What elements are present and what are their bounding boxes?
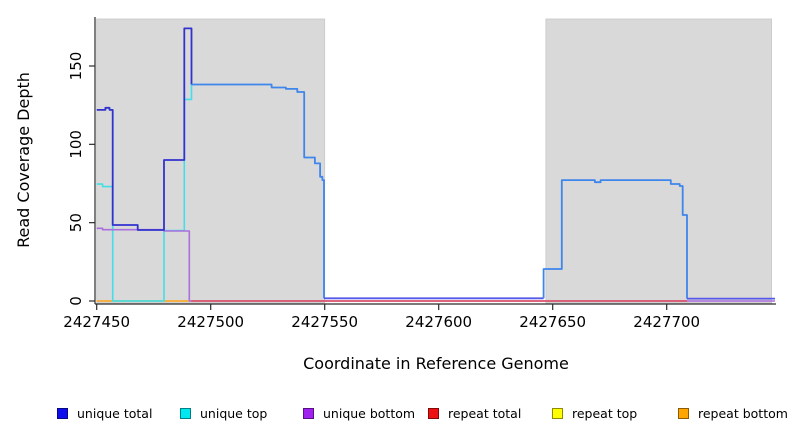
legend-item-unique-bottom: unique bottom [303,403,415,423]
legend-swatch-repeat-top [552,407,563,419]
series-unique-top [96,84,193,302]
y-axis-tick-label: 100 [67,130,85,159]
y-axis-tick-label: 150 [67,52,85,81]
legend-label: repeat total [448,405,522,421]
y-axis-tick-label: 0 [67,296,85,306]
series-unique-total-left [96,27,193,231]
legend: unique total unique top unique bottom repea… [0,398,792,424]
legend-label: unique total [77,405,153,421]
legend-label: repeat bottom [698,405,788,421]
legend-swatch-unique-total [57,407,68,419]
x-axis-tick-label: 2427450 [63,313,130,331]
shaded-region-2 [545,18,772,304]
legend-label: unique bottom [323,405,416,421]
x-axis-tick-label: 2427500 [177,313,244,331]
legend-swatch-unique-top [180,407,191,419]
shaded-regions [96,18,772,304]
legend-item-unique-total: unique total [57,403,152,423]
x-axis-tick-label: 2427700 [633,313,700,331]
x-axis-tick-label: 2427650 [519,313,586,331]
legend-swatch-repeat-total [428,407,439,419]
series-unique-total-plateau1 [191,83,325,299]
legend-item-repeat-total: repeat total [428,403,521,423]
x-axis-tick-label: 2427600 [405,313,472,331]
series-lines [96,27,775,302]
legend-item-repeat-bottom: repeat bottom [678,403,788,423]
legend-item-unique-top: unique top [180,403,267,423]
legend-swatch-unique-bottom [303,407,314,419]
x-axis-tick-label: 2427550 [291,313,358,331]
x-axis-title: Coordinate in Reference Genome [303,354,569,373]
legend-label: unique top [200,405,268,421]
y-axis-title: Read Coverage Depth [14,72,33,248]
shaded-region-1 [96,18,326,304]
legend-label: repeat top [572,405,638,421]
legend-swatch-repeat-bottom [678,407,689,419]
legend-item-repeat-top: repeat top [552,403,637,423]
series-unique-total-plateau2 [542,179,688,299]
axes: 2427450 2427500 2427550 2427600 2427650 24277… [63,17,776,331]
y-axis-tick-label: 50 [67,213,85,232]
